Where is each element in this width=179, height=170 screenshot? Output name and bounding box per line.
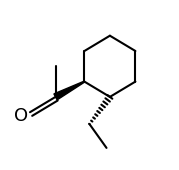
- Polygon shape: [54, 81, 85, 100]
- Text: O: O: [14, 107, 29, 125]
